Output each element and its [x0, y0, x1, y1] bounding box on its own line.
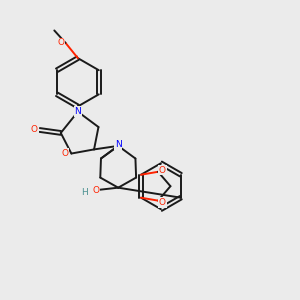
Text: N: N — [115, 140, 122, 149]
Text: O: O — [92, 185, 99, 194]
Text: O: O — [159, 198, 166, 207]
Text: N: N — [74, 107, 81, 116]
Text: O: O — [61, 149, 68, 158]
Text: O: O — [159, 166, 166, 175]
Text: O: O — [31, 125, 38, 134]
Text: H: H — [81, 188, 88, 197]
Text: O: O — [58, 38, 64, 47]
